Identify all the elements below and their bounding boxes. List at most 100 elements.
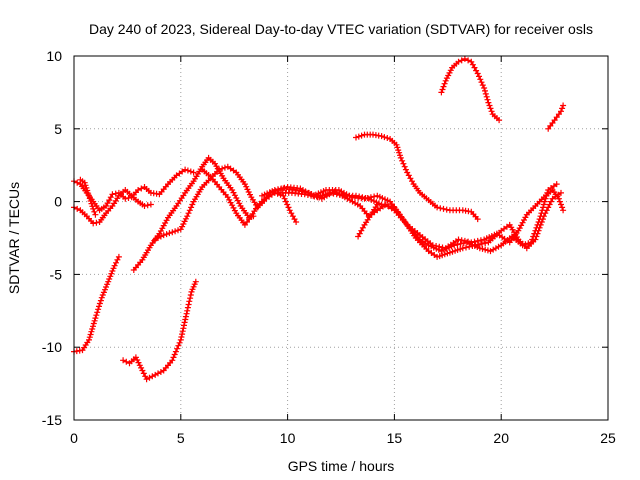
- data-point: [556, 198, 563, 205]
- data-point: [358, 132, 365, 139]
- data-point: [186, 298, 193, 305]
- data-point: [90, 220, 97, 227]
- data-point: [271, 187, 278, 193]
- data-point: [539, 207, 546, 214]
- data-point: [91, 208, 98, 215]
- data-point: [275, 186, 281, 193]
- data-point: [172, 228, 179, 235]
- data-point: [109, 191, 116, 198]
- series-arc-13: [438, 55, 503, 124]
- data-point: [460, 240, 467, 247]
- data-point: [455, 58, 462, 65]
- data-point: [185, 210, 192, 217]
- data-point: [440, 83, 447, 90]
- data-point: [187, 292, 194, 298]
- data-point: [529, 236, 536, 243]
- data-point: [477, 237, 484, 244]
- data-point: [353, 134, 359, 141]
- data-point: [98, 294, 105, 301]
- data-point: [541, 198, 548, 205]
- data-point: [397, 154, 404, 161]
- data-point: [463, 244, 469, 251]
- data-point: [171, 351, 178, 358]
- series-line: [355, 133, 479, 220]
- data-point: [93, 312, 100, 319]
- data-point: [476, 245, 483, 252]
- data-point: [381, 134, 388, 141]
- data-point: [474, 237, 481, 244]
- data-point: [553, 181, 560, 188]
- data-point: [177, 226, 184, 233]
- data-point: [174, 345, 181, 352]
- data-point: [143, 376, 150, 383]
- data-point: [560, 207, 567, 214]
- data-point: [538, 210, 545, 217]
- data-point: [479, 245, 486, 252]
- data-point: [540, 204, 547, 211]
- data-point: [558, 189, 564, 196]
- data-point: [93, 219, 100, 226]
- data-point: [216, 166, 223, 173]
- x-axis-label: GPS time / hours: [288, 458, 395, 474]
- data-point: [437, 205, 444, 212]
- data-point: [481, 85, 488, 91]
- data-point: [359, 194, 366, 201]
- data-point: [113, 259, 119, 266]
- data-point: [187, 295, 194, 302]
- data-point: [530, 233, 537, 240]
- data-point: [477, 76, 484, 83]
- x-tick-label: 10: [280, 430, 296, 446]
- data-point: [103, 284, 109, 290]
- data-point: [355, 133, 362, 140]
- data-point: [540, 201, 547, 208]
- data-point: [123, 358, 130, 365]
- data-point: [74, 179, 81, 186]
- data-point: [381, 202, 388, 209]
- data-point: [476, 73, 482, 80]
- x-tick-label: 5: [177, 430, 185, 446]
- data-point: [362, 195, 369, 201]
- data-point: [488, 108, 495, 115]
- data-point: [88, 328, 95, 335]
- data-point: [186, 207, 193, 214]
- data-point: [531, 230, 538, 237]
- data-point: [166, 230, 173, 237]
- data-point: [378, 133, 385, 140]
- data-point: [243, 183, 250, 190]
- data-point: [187, 168, 194, 175]
- data-point: [519, 242, 526, 249]
- data-point: [559, 105, 566, 112]
- data-point: [90, 320, 97, 327]
- data-point: [138, 185, 145, 192]
- data-point: [163, 231, 170, 238]
- data-point: [353, 192, 359, 199]
- data-point: [479, 240, 485, 247]
- y-tick-label: -15: [42, 412, 62, 428]
- y-tick-label: -10: [42, 339, 62, 355]
- data-point: [482, 246, 489, 253]
- data-point: [304, 192, 311, 198]
- data-point: [394, 144, 401, 151]
- data-point: [169, 229, 176, 236]
- data-point: [106, 276, 113, 282]
- data-point: [560, 102, 567, 109]
- data-point: [528, 239, 535, 246]
- data-point: [465, 57, 472, 64]
- data-point: [172, 348, 179, 355]
- data-point: [535, 219, 542, 225]
- data-point: [482, 87, 488, 94]
- data-point: [483, 93, 490, 100]
- data-point: [484, 96, 491, 103]
- data-point: [434, 204, 441, 211]
- chart-title: Day 240 of 2023, Sidereal Day-to-day VTE…: [89, 21, 593, 37]
- data-point: [479, 82, 486, 89]
- data-point: [102, 286, 108, 293]
- data-point: [190, 169, 197, 176]
- series-arc-14: [545, 102, 567, 132]
- data-point: [522, 214, 529, 221]
- data-point: [96, 303, 102, 310]
- data-point: [176, 339, 183, 346]
- series-arc-3: [77, 176, 99, 218]
- data-point: [160, 232, 167, 239]
- data-point: [86, 334, 93, 341]
